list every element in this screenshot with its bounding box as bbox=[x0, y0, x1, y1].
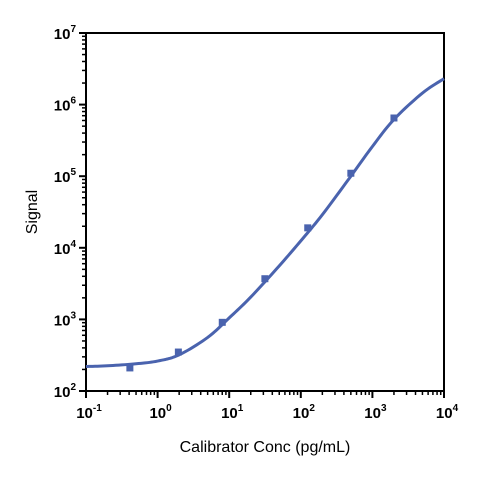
y-tick-label: 103 bbox=[54, 310, 77, 329]
x-tick-label: 102 bbox=[293, 403, 316, 422]
data-point bbox=[390, 114, 398, 122]
y-axis-ticks: 102 103 104 105 106 107 bbox=[54, 24, 86, 401]
x-tick-label: 10-1 bbox=[76, 403, 102, 422]
data-point bbox=[174, 348, 182, 356]
y-tick-label: 105 bbox=[54, 167, 77, 186]
y-tick-label: 107 bbox=[54, 24, 77, 43]
x-axis-ticks: 10-1 100 101 102 103 104 bbox=[76, 391, 459, 422]
y-tick-label: 102 bbox=[54, 382, 77, 401]
data-point bbox=[347, 169, 355, 177]
data-point bbox=[126, 364, 134, 372]
x-tick-label: 103 bbox=[364, 403, 387, 422]
series-layer bbox=[85, 77, 445, 372]
fit-curve-line bbox=[85, 77, 445, 368]
data-point bbox=[218, 318, 226, 326]
y-axis-title: Signal bbox=[24, 190, 41, 234]
x-tick-label: 104 bbox=[436, 403, 459, 422]
data-point bbox=[304, 224, 312, 232]
y-tick-label: 106 bbox=[54, 96, 77, 115]
x-axis-title: Calibrator Conc (pg/mL) bbox=[180, 439, 351, 456]
y-tick-label: 104 bbox=[54, 239, 77, 258]
x-tick-label: 100 bbox=[149, 403, 172, 422]
x-tick-label: 101 bbox=[221, 403, 244, 422]
plot-frame bbox=[85, 32, 445, 392]
data-point bbox=[261, 275, 269, 283]
